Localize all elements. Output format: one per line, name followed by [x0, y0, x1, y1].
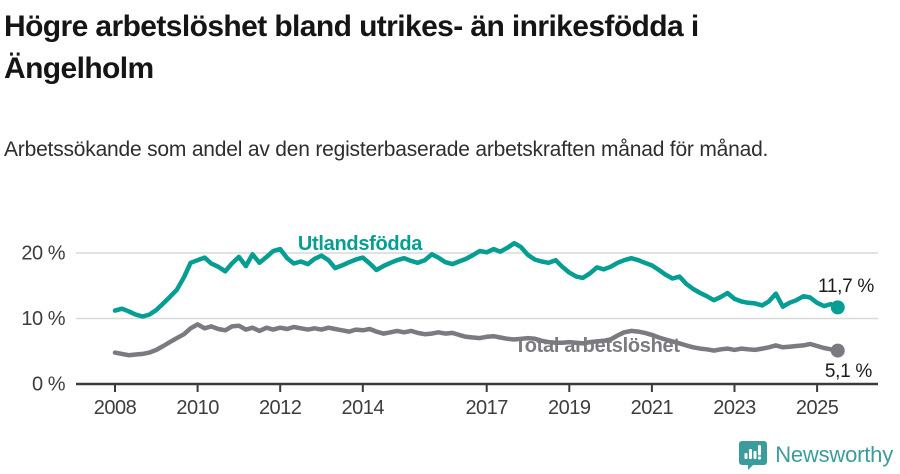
x-tick-label: 2012 — [259, 397, 302, 419]
y-tick-label: 20 % — [21, 243, 65, 265]
total-arbetsl-shet-label: Total arbetslöshet — [514, 335, 680, 357]
x-tick-label: 2014 — [342, 397, 385, 419]
x-tick-label: 2021 — [631, 397, 674, 419]
x-tick-label: 2025 — [796, 397, 839, 419]
x-tick-label: 2019 — [548, 397, 591, 419]
y-tick-label: 10 % — [21, 308, 65, 330]
y-tick-label: 0 % — [32, 374, 66, 396]
brand-name: Newsworthy — [775, 442, 893, 467]
total-arbetsl-shet-end-dot — [830, 343, 845, 358]
utlandsf-dda-line — [112, 240, 841, 319]
total-arbetsl-shet-line — [112, 322, 841, 358]
chart-subtitle: Arbetssökande som andel av den registerb… — [4, 138, 769, 161]
x-tick-label: 2023 — [713, 397, 756, 419]
total-arbetsl-shet-end-value: 5,1 % — [825, 361, 872, 382]
x-tick-label: 2008 — [94, 397, 137, 419]
utlandsf-dda-end-value: 11,7 % — [818, 276, 874, 297]
newsworthy-speech-bubble-icon — [739, 441, 768, 470]
page-title: Högre arbetslöshet bland utrikes- än inr… — [4, 10, 699, 85]
utlandsf-dda-end-dot — [830, 300, 845, 315]
x-tick-label: 2010 — [176, 397, 219, 419]
utlandsf-dda-label: Utlandsfödda — [298, 233, 423, 255]
x-tick-label: 2017 — [465, 397, 508, 419]
newsworthy-logo[interactable]: Newsworthy — [738, 440, 893, 470]
